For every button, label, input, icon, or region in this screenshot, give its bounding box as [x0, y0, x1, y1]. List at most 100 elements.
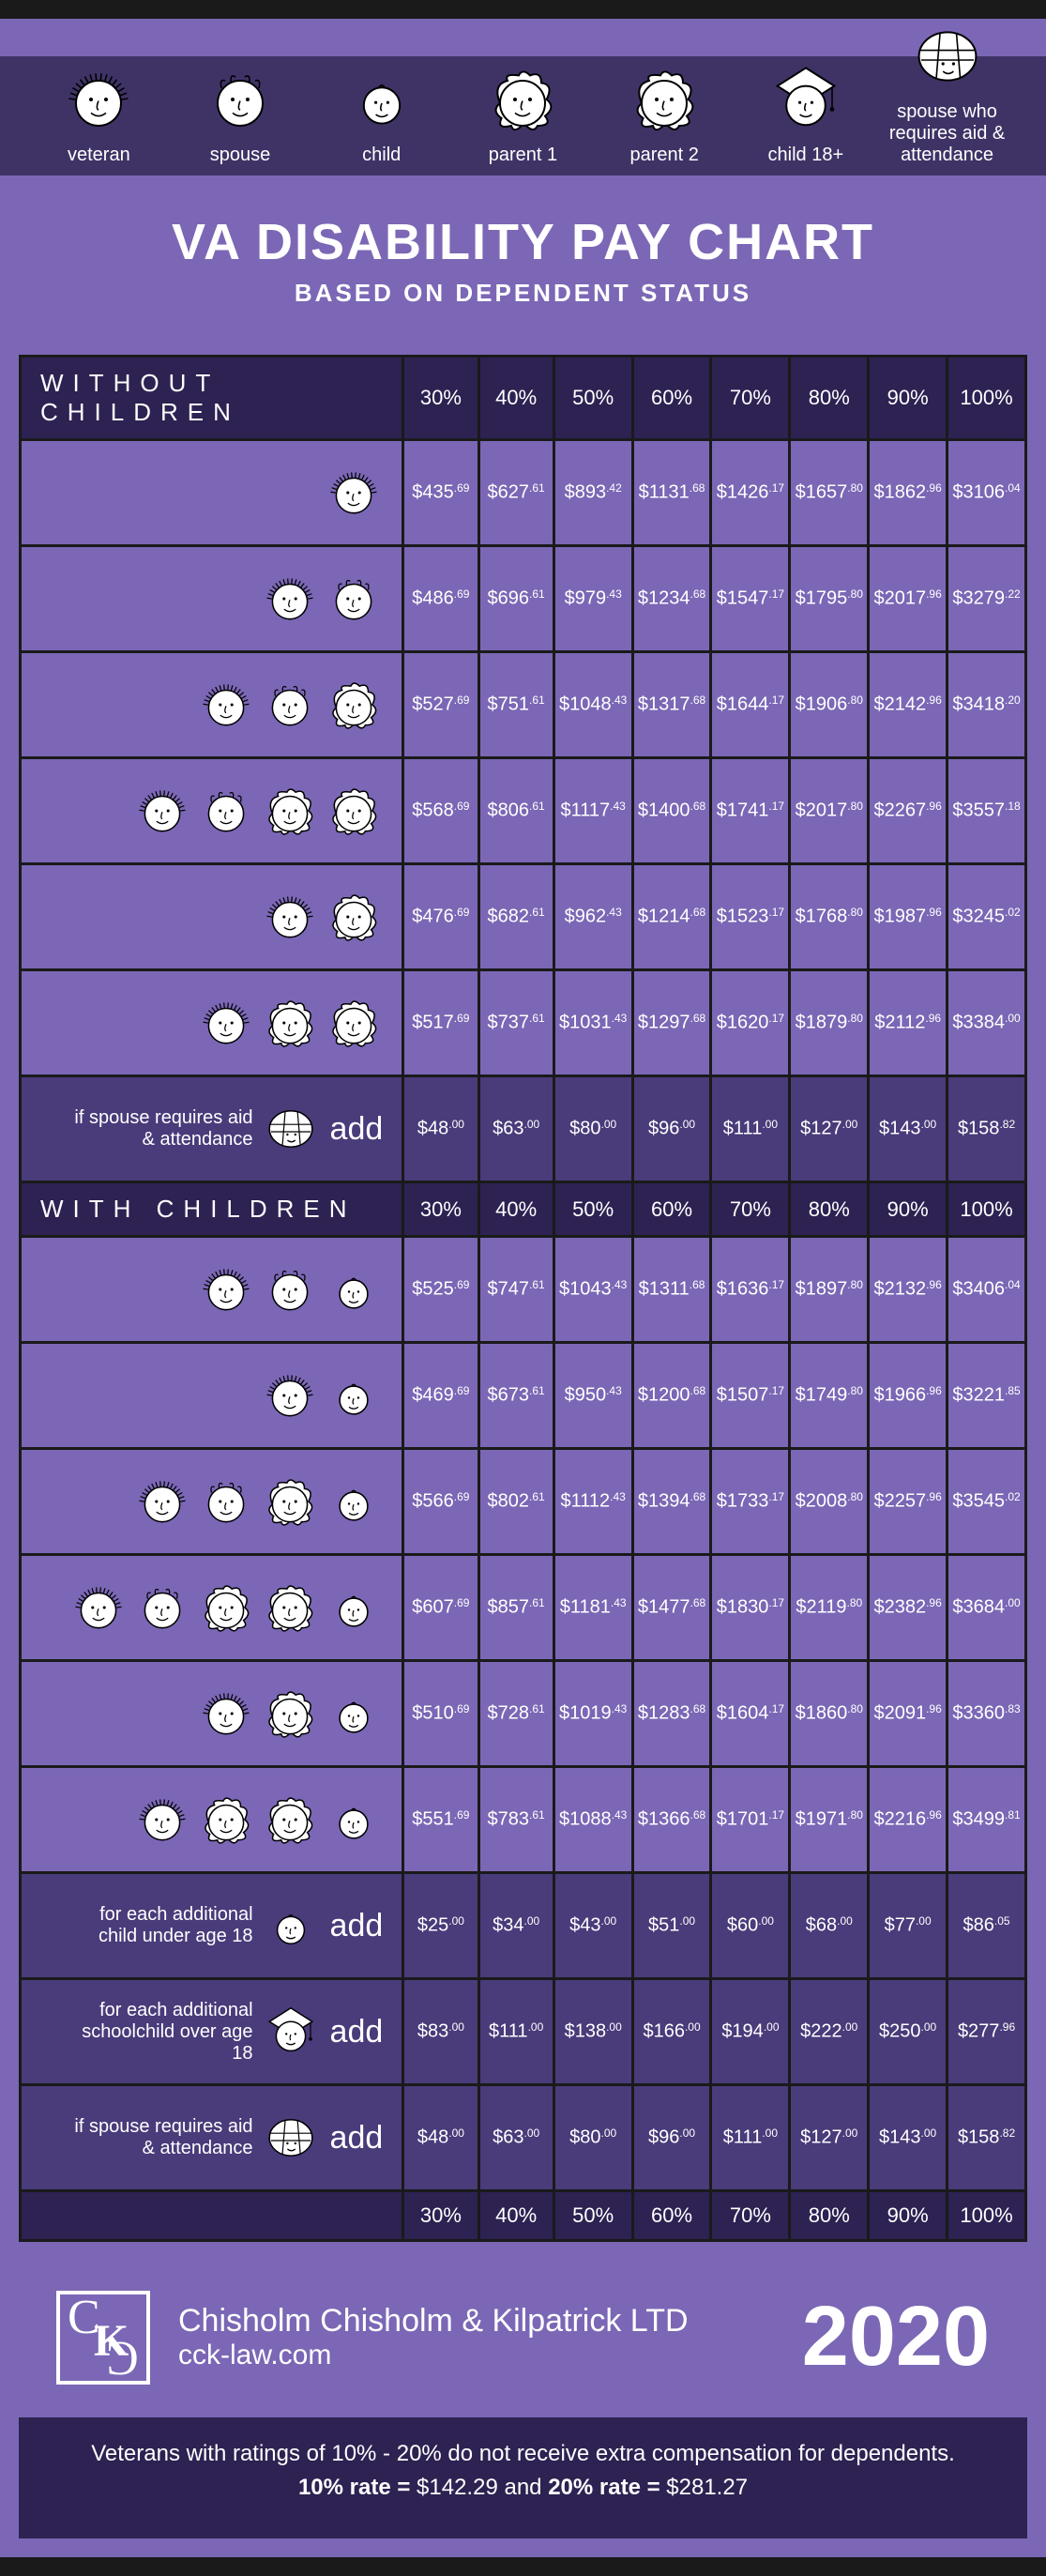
value-cell: $3221.85 [948, 1344, 1024, 1447]
value-cell: $1088.43 [555, 1768, 631, 1871]
child-icon [325, 1578, 383, 1637]
value-cell: $2382.96 [870, 1556, 946, 1659]
legend-label: child [362, 145, 401, 166]
value-cell: $1795.80 [791, 547, 867, 650]
icons-cell [22, 1662, 402, 1765]
table-row: $607.69$857.61$1181.43$1477.68$1830.17$2… [22, 1556, 1024, 1659]
value-cell: $60.00 [712, 1874, 788, 1977]
value-cell: $802.61 [480, 1450, 553, 1553]
value-cell: $751.61 [480, 653, 553, 756]
value-cell: $1523.17 [712, 865, 788, 968]
veteran-icon [133, 1791, 191, 1849]
parent1-icon [261, 782, 319, 840]
value-cell: $1048.43 [555, 653, 631, 756]
value-cell: $86.05 [948, 1874, 1024, 1977]
value-cell: $222.00 [791, 1980, 867, 2083]
veteran-icon [197, 676, 255, 734]
spouse-icon [197, 782, 255, 840]
value-cell: $1768.80 [791, 865, 867, 968]
pct-header: 90% [870, 1183, 946, 1235]
legend-label: parent 1 [489, 145, 557, 166]
value-cell: $1741.17 [712, 759, 788, 862]
bottom-note: Veterans with ratings of 10% - 20% do no… [19, 2417, 1027, 2538]
value-cell: $962.43 [555, 865, 631, 968]
value-cell: $250.00 [870, 1980, 946, 2083]
table-row: $476.69$682.61$962.43$1214.68$1523.17$17… [22, 865, 1024, 968]
value-cell: $607.69 [404, 1556, 477, 1659]
value-cell: $2119.80 [791, 1556, 867, 1659]
value-cell: $83.00 [404, 1980, 477, 2083]
pct-footer: 50% [555, 2192, 631, 2239]
row-icons [22, 1791, 383, 1849]
pct-header: 70% [712, 358, 788, 438]
value-cell: $979.43 [555, 547, 631, 650]
value-cell: $127.00 [791, 1077, 867, 1181]
parent2-icon [627, 62, 702, 137]
title-block: VA DISABILITY PAY CHART BASED ON DEPENDE… [0, 175, 1046, 355]
value-cell: $96.00 [634, 1077, 710, 1181]
parent2-icon [325, 994, 383, 1052]
value-cell: $806.61 [480, 759, 553, 862]
pct-header: 40% [480, 1183, 553, 1235]
add-word: add [330, 1111, 384, 1148]
value-cell: $1507.17 [712, 1344, 788, 1447]
child-icon [325, 1366, 383, 1425]
value-cell: $2091.96 [870, 1662, 946, 1765]
icons-cell [22, 653, 402, 756]
value-cell: $1031.43 [555, 971, 631, 1075]
value-cell: $1547.17 [712, 547, 788, 650]
spouse_aa-icon [910, 19, 985, 94]
value-cell: $143.00 [870, 1077, 946, 1181]
add-label: for each additional child under age 18 [66, 1904, 253, 1947]
value-cell: $1749.80 [791, 1344, 867, 1447]
value-cell: $1019.43 [555, 1662, 631, 1765]
value-cell: $80.00 [555, 1077, 631, 1181]
veteran-icon [69, 1578, 128, 1637]
value-cell: $747.61 [480, 1238, 553, 1341]
pay-chart-table: WITHOUT CHILDREN30%40%50%60%70%80%90%100… [19, 355, 1027, 2242]
value-cell: $551.69 [404, 1768, 477, 1871]
add-word: add [330, 2120, 384, 2157]
value-cell: $1214.68 [634, 865, 710, 968]
value-cell: $2142.96 [870, 653, 946, 756]
spouse-icon [261, 676, 319, 734]
value-cell: $510.69 [404, 1662, 477, 1765]
legend-item-child: child [316, 109, 447, 166]
pct-footer: 80% [791, 2192, 867, 2239]
legend-label: spouse who requires aid & attendance [882, 101, 1013, 166]
table-row: $517.69$737.61$1031.43$1297.68$1620.17$1… [22, 971, 1024, 1075]
parent1-icon [197, 1791, 255, 1849]
legend-item-spouse_aa: spouse who requires aid & attendance [882, 66, 1013, 166]
value-cell: $476.69 [404, 865, 477, 968]
note-rates: 10% rate = $142.29 and 20% rate = $281.2… [38, 2475, 1008, 2501]
value-cell: $1860.80 [791, 1662, 867, 1765]
veteran-icon [261, 1366, 319, 1425]
icons-cell [22, 759, 402, 862]
value-cell: $1112.43 [555, 1450, 631, 1553]
legend-label: parent 2 [629, 145, 698, 166]
value-cell: $728.61 [480, 1662, 553, 1765]
pct-header: 100% [948, 1183, 1024, 1235]
pct-header: 40% [480, 358, 553, 438]
value-cell: $2257.96 [870, 1450, 946, 1553]
value-cell: $857.61 [480, 1556, 553, 1659]
firm-name: Chisholm Chisholm & Kilpatrick LTD [178, 2303, 774, 2340]
legend-item-child18: child 18+ [740, 109, 872, 166]
veteran-icon [197, 1260, 255, 1318]
value-cell: $68.00 [791, 1874, 867, 1977]
value-cell: $48.00 [404, 2086, 477, 2189]
veteran-icon [261, 888, 319, 946]
parent1-icon [325, 676, 383, 734]
table-row: for each additional child under age 18ad… [22, 1874, 1024, 1977]
value-cell: $143.00 [870, 2086, 946, 2189]
value-cell: $1636.17 [712, 1238, 788, 1341]
pct-footer: 40% [480, 2192, 553, 2239]
icons-cell [22, 1768, 402, 1871]
pct-header: 90% [870, 358, 946, 438]
value-cell: $1897.80 [791, 1238, 867, 1341]
section-header: WITHOUT CHILDREN [22, 358, 402, 438]
row-icons [22, 464, 383, 522]
value-cell: $2112.96 [870, 971, 946, 1075]
value-cell: $158.82 [948, 1077, 1024, 1181]
section-header: WITH CHILDREN [22, 1183, 402, 1235]
